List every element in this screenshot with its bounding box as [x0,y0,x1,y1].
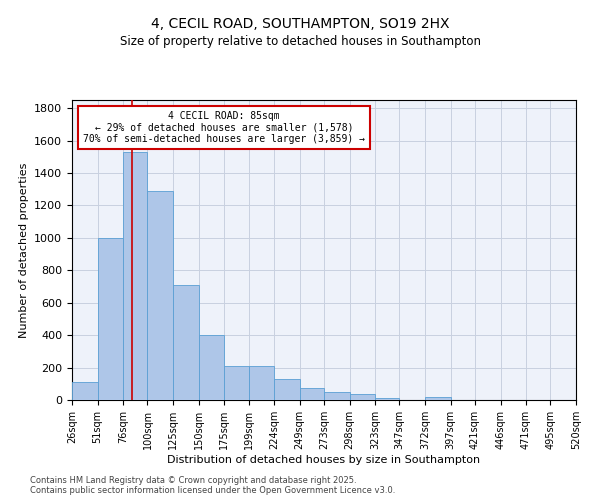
Bar [274,379,299,400]
Bar [72,382,98,400]
Bar [98,238,123,400]
Text: Size of property relative to detached houses in Southampton: Size of property relative to detached ho… [119,35,481,48]
Bar [173,285,199,400]
Bar [350,394,375,400]
Bar [425,397,451,400]
Bar [375,398,400,400]
Bar [248,366,274,400]
Bar [123,152,148,400]
Text: Contains public sector information licensed under the Open Government Licence v3: Contains public sector information licen… [30,486,395,495]
Bar [148,191,173,400]
Text: 4, CECIL ROAD, SOUTHAMPTON, SO19 2HX: 4, CECIL ROAD, SOUTHAMPTON, SO19 2HX [151,18,449,32]
Text: 4 CECIL ROAD: 85sqm
← 29% of detached houses are smaller (1,578)
70% of semi-det: 4 CECIL ROAD: 85sqm ← 29% of detached ho… [83,111,365,144]
Bar [299,388,324,400]
Bar [324,392,350,400]
X-axis label: Distribution of detached houses by size in Southampton: Distribution of detached houses by size … [167,454,481,464]
Bar [224,366,248,400]
Text: Contains HM Land Registry data © Crown copyright and database right 2025.: Contains HM Land Registry data © Crown c… [30,476,356,485]
Y-axis label: Number of detached properties: Number of detached properties [19,162,29,338]
Bar [199,335,224,400]
